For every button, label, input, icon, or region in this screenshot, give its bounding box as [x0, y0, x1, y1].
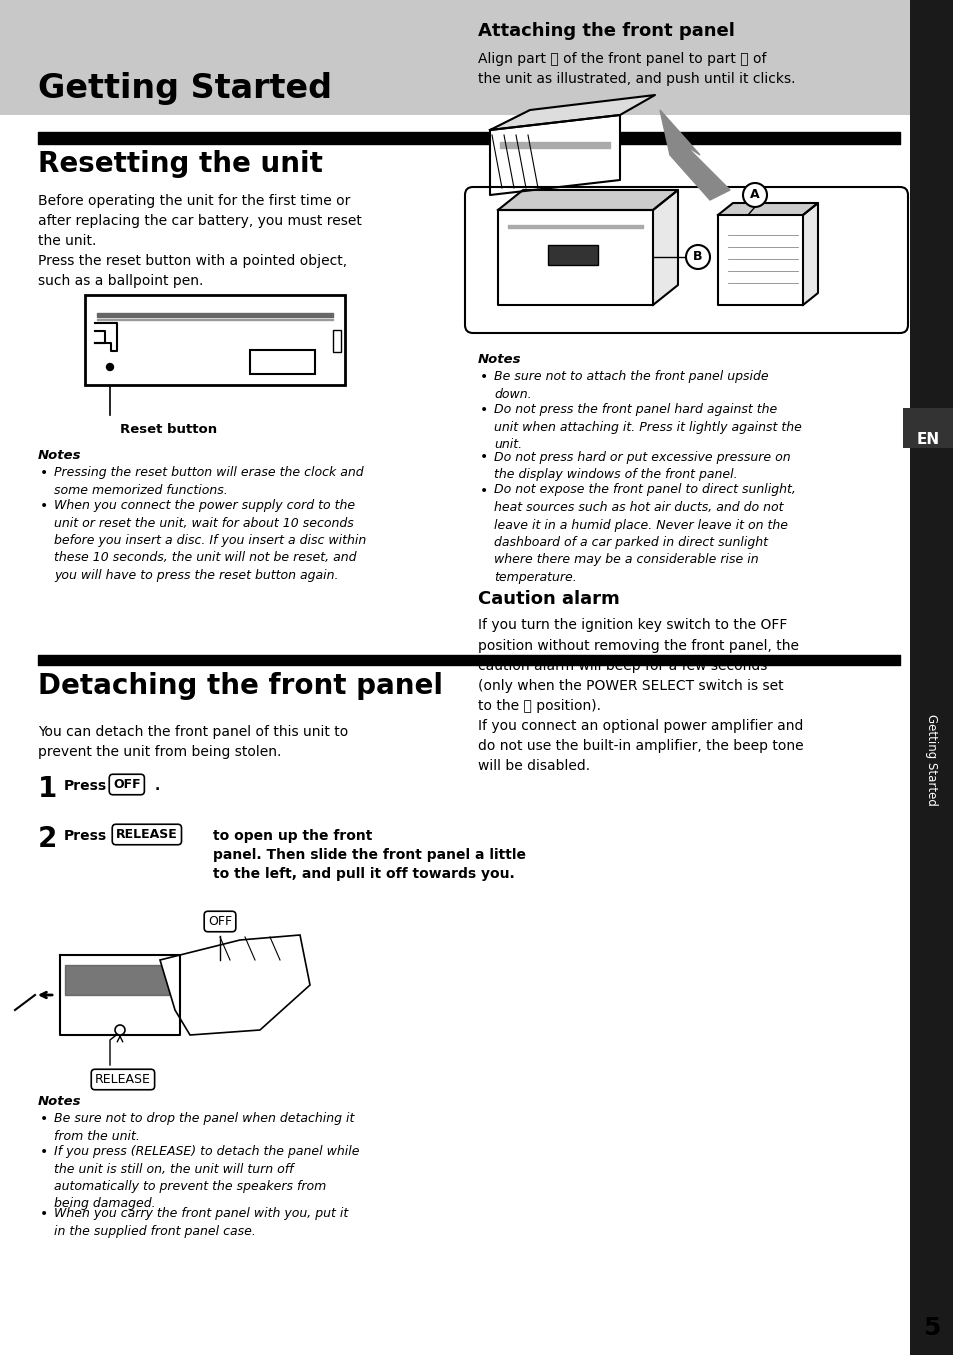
Text: Resetting the unit: Resetting the unit — [38, 150, 322, 178]
Text: A: A — [749, 188, 759, 202]
Text: Be sure not to attach the front panel upside
down.: Be sure not to attach the front panel up… — [494, 370, 768, 401]
Text: Do not expose the front panel to direct sunlight,
heat sources such as hot air d: Do not expose the front panel to direct … — [494, 484, 795, 584]
Text: 1: 1 — [38, 775, 57, 804]
Text: •: • — [479, 402, 488, 417]
Bar — [547, 245, 598, 266]
Text: •: • — [40, 1207, 49, 1221]
Polygon shape — [160, 935, 310, 1035]
Polygon shape — [497, 210, 652, 305]
FancyBboxPatch shape — [464, 187, 907, 333]
Text: •: • — [479, 370, 488, 383]
FancyBboxPatch shape — [85, 295, 345, 385]
Text: Attaching the front panel: Attaching the front panel — [477, 22, 734, 41]
Text: Press: Press — [64, 829, 107, 843]
Text: •: • — [40, 466, 49, 480]
Polygon shape — [659, 110, 729, 201]
Text: Reset button: Reset button — [120, 423, 217, 436]
Text: Notes: Notes — [477, 354, 521, 366]
Text: Caution alarm: Caution alarm — [477, 591, 619, 608]
Text: B: B — [693, 251, 702, 263]
Text: 2: 2 — [38, 825, 57, 854]
Bar — [902, 408, 953, 449]
Text: Do not press the front panel hard against the
unit when attaching it. Press it l: Do not press the front panel hard agains… — [494, 402, 801, 451]
Text: Pressing the reset button will erase the clock and
some memorized functions.: Pressing the reset button will erase the… — [54, 466, 363, 496]
Text: Align part Ⓐ of the front panel to part Ⓑ of
the unit as illustrated, and push u: Align part Ⓐ of the front panel to part … — [477, 51, 795, 87]
Bar — [250, 350, 314, 374]
Text: .: . — [154, 779, 160, 793]
Text: RELEASE: RELEASE — [95, 1073, 151, 1085]
Polygon shape — [718, 203, 817, 215]
Bar — [909, 0, 953, 1355]
Polygon shape — [652, 190, 678, 305]
Text: Notes: Notes — [38, 449, 81, 462]
Circle shape — [107, 363, 113, 370]
Text: •: • — [40, 1145, 49, 1159]
Polygon shape — [718, 215, 802, 305]
Circle shape — [685, 245, 709, 270]
Text: 5: 5 — [923, 1316, 940, 1340]
Text: When you carry the front panel with you, put it
in the supplied front panel case: When you carry the front panel with you,… — [54, 1207, 348, 1237]
Text: •: • — [40, 1112, 49, 1126]
Text: Be sure not to drop the panel when detaching it
from the unit.: Be sure not to drop the panel when detac… — [54, 1112, 354, 1142]
Text: OFF: OFF — [208, 915, 232, 928]
Text: Before operating the unit for the first time or
after replacing the car battery,: Before operating the unit for the first … — [38, 194, 361, 289]
Bar — [333, 331, 340, 352]
Text: EN: EN — [916, 432, 939, 447]
Text: Getting Started: Getting Started — [38, 72, 332, 104]
Text: Do not press hard or put excessive pressure on
the display windows of the front : Do not press hard or put excessive press… — [494, 450, 790, 481]
Text: Press: Press — [64, 779, 107, 793]
Text: You can detach the front panel of this unit to
prevent the unit from being stole: You can detach the front panel of this u… — [38, 725, 348, 759]
Polygon shape — [490, 95, 655, 130]
Polygon shape — [497, 190, 678, 210]
Bar — [547, 245, 598, 266]
Text: If you turn the ignition key switch to the OFF
position without removing the fro: If you turn the ignition key switch to t… — [477, 618, 802, 772]
Text: Detaching the front panel: Detaching the front panel — [38, 672, 442, 701]
Text: •: • — [479, 484, 488, 497]
Circle shape — [115, 1024, 125, 1035]
Text: OFF: OFF — [112, 778, 140, 791]
Text: RELEASE: RELEASE — [116, 828, 177, 841]
Text: •: • — [40, 499, 49, 514]
Text: •: • — [479, 450, 488, 465]
Circle shape — [742, 183, 766, 207]
Polygon shape — [490, 115, 619, 195]
Text: to open up the front
panel. Then slide the front panel a little
to the left, and: to open up the front panel. Then slide t… — [213, 829, 525, 881]
Text: When you connect the power supply cord to the
unit or reset the unit, wait for a: When you connect the power supply cord t… — [54, 499, 366, 583]
Bar — [0, 0, 909, 115]
Text: Getting Started: Getting Started — [924, 714, 938, 806]
Text: Notes: Notes — [38, 1095, 81, 1108]
Polygon shape — [802, 203, 817, 305]
Text: If you press (RELEASE) to detach the panel while
the unit is still on, the unit : If you press (RELEASE) to detach the pan… — [54, 1145, 359, 1210]
